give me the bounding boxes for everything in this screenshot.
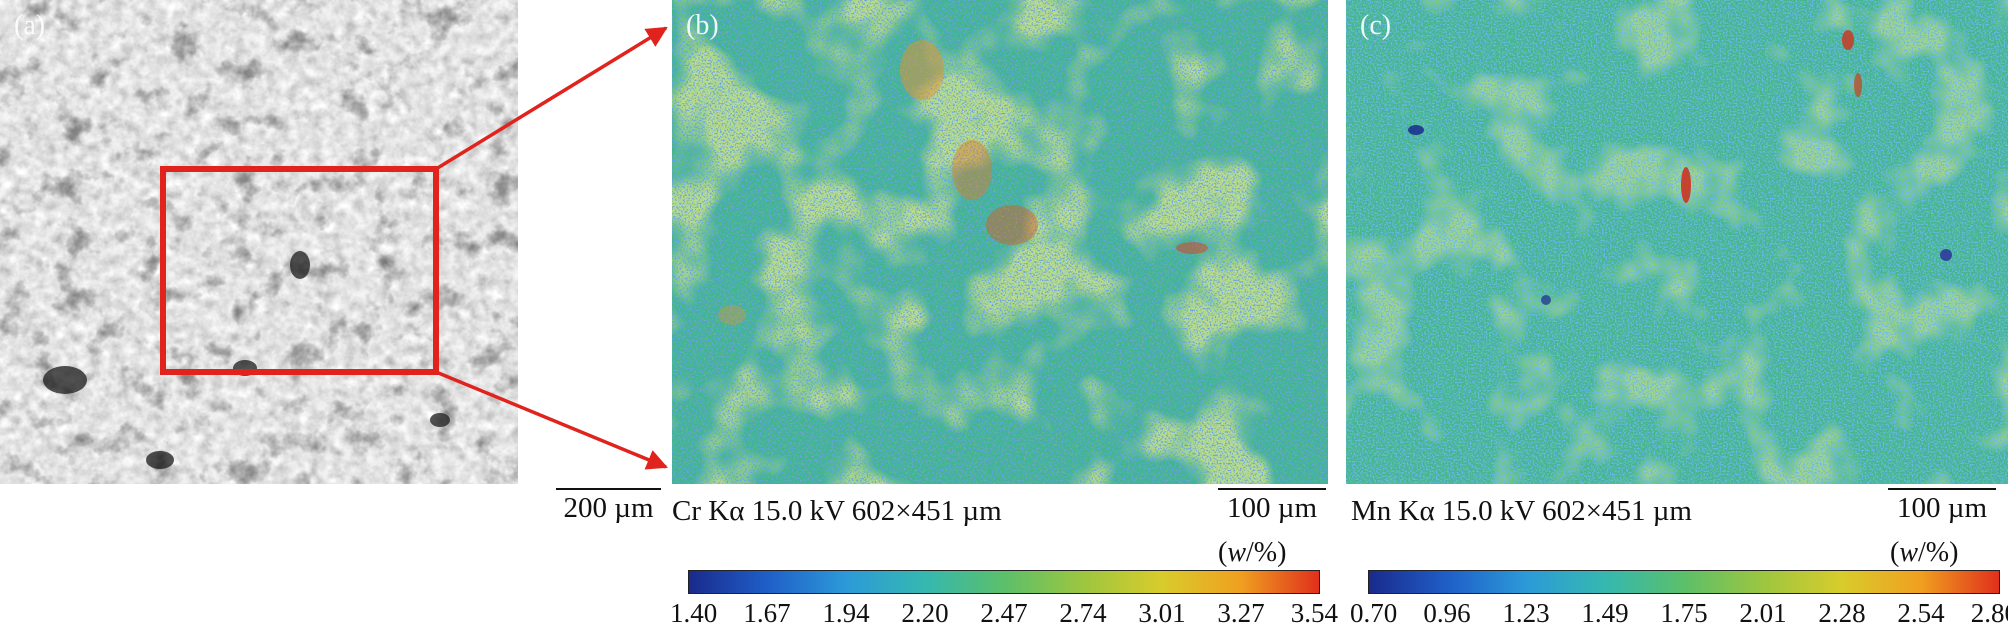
cr-map-image [672, 0, 1328, 484]
highlight-box [160, 166, 439, 375]
panel-c-scalebar: 100 µm [1888, 488, 1996, 523]
panel-c-unit: (w/%) [1890, 537, 1959, 568]
colorbar-tick-label: 2.54 [1897, 598, 1945, 628]
panel-a-scale-text: 200 µm [563, 492, 654, 524]
colorbar-tick-label: 2.20 [901, 598, 949, 628]
colorbar-tick-label: 1.49 [1581, 598, 1629, 628]
panel-a-label: (a) [14, 10, 46, 41]
mn-map-panel: (c) [1346, 0, 2008, 484]
colorbar-tick-label: 0.70 [1350, 598, 1398, 628]
panel-b-unit: (w/%) [1218, 537, 1287, 568]
colorbar-tick-label: 3.27 [1217, 598, 1265, 628]
colorbar-tick-label: 2.74 [1059, 598, 1107, 628]
panel-c-caption: Mn Kα 15.0 kV 602×451 µm [1351, 495, 1692, 527]
panel-a-scalebar: 200 µm [556, 488, 661, 523]
colorbar-tick-label: 1.75 [1660, 598, 1708, 628]
colorbar-tick-label: 1.94 [822, 598, 870, 628]
cr-map-panel: (b) [672, 0, 1328, 484]
panel-b-scalebar: 100 µm [1218, 488, 1326, 523]
mn-colorbar [1368, 570, 2000, 594]
colorbar-tick-label: 3.54 [1290, 598, 1338, 628]
panel-b-scale-text: 100 µm [1226, 492, 1318, 524]
colorbar-tick-label: 1.23 [1502, 598, 1550, 628]
mn-map-image [1346, 0, 2008, 484]
scalebar-line [1218, 488, 1326, 490]
colorbar-tick-label: 1.40 [670, 598, 718, 628]
sem-micrograph-panel: (a) [0, 0, 518, 484]
cr-colorbar [688, 570, 1320, 594]
colorbar-tick-label: 2.01 [1739, 598, 1787, 628]
colorbar-tick-label: 3.01 [1138, 598, 1186, 628]
colorbar-tick-label: 0.96 [1423, 598, 1471, 628]
scalebar-line [556, 488, 661, 490]
colorbar-tick-label: 1.67 [743, 598, 791, 628]
sem-micrograph-image [0, 0, 518, 484]
colorbar-tick-label: 2.80 [1970, 598, 2008, 628]
colorbar-tick-label: 2.28 [1818, 598, 1866, 628]
scalebar-line [1888, 488, 1996, 490]
panel-b-label: (b) [686, 10, 719, 41]
colorbar-tick-label: 2.47 [980, 598, 1028, 628]
panel-b-caption: Cr Kα 15.0 kV 602×451 µm [672, 495, 1002, 527]
panel-c-label: (c) [1360, 10, 1392, 41]
panel-c-scale-text: 100 µm [1896, 492, 1988, 524]
